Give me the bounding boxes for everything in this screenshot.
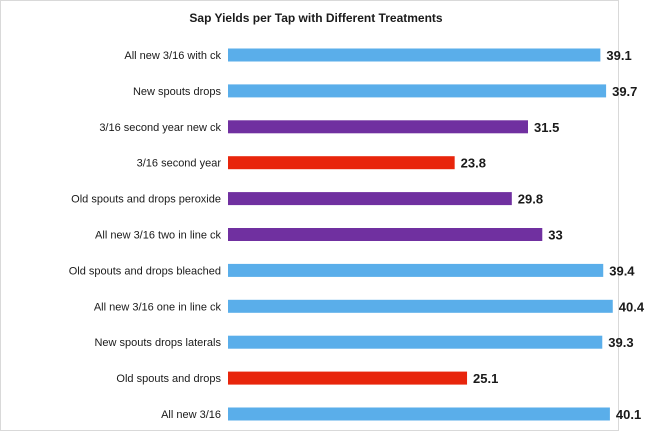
data-label: 33	[548, 228, 562, 243]
bar	[228, 48, 601, 62]
bar	[228, 299, 613, 313]
data-label: 39.4	[609, 263, 635, 278]
category-label: All new 3/16 with ck	[124, 50, 221, 62]
data-label: 29.8	[518, 192, 543, 207]
chart-title: Sap Yields per Tap with Different Treatm…	[189, 11, 442, 25]
bar	[228, 156, 455, 170]
data-label: 23.8	[461, 156, 486, 171]
chart-frame	[0, 0, 619, 431]
bar	[228, 228, 543, 241]
category-label: 3/16 second year	[137, 158, 222, 170]
category-label: All new 3/16 two in line ck	[95, 230, 221, 242]
data-label: 39.3	[608, 335, 633, 350]
category-label: All new 3/16	[161, 409, 221, 421]
category-label: New spouts drops	[133, 86, 222, 98]
bar	[228, 263, 604, 277]
category-label: All new 3/16 one in line ck	[94, 301, 222, 313]
category-label: Old spouts and drops bleached	[69, 265, 221, 277]
bar	[228, 84, 607, 98]
bars-group: All new 3/16 with ck 39.1 New spouts drops…	[69, 48, 645, 422]
data-label: 39.1	[606, 48, 631, 63]
data-label: 25.1	[473, 371, 498, 386]
data-label: 40.4	[619, 299, 645, 314]
category-label: New spouts drops laterals	[94, 337, 221, 349]
bar	[228, 192, 512, 206]
bar	[228, 407, 610, 421]
bar	[228, 335, 603, 349]
data-label: 40.1	[616, 407, 641, 422]
data-label: 31.5	[534, 120, 559, 135]
bar	[228, 371, 468, 385]
bar	[228, 120, 528, 134]
category-label: 3/16 second year new ck	[99, 122, 221, 134]
category-label: Old spouts and drops peroxide	[71, 194, 221, 206]
data-label: 39.7	[612, 84, 637, 99]
category-label: Old spouts and drops	[116, 373, 221, 385]
